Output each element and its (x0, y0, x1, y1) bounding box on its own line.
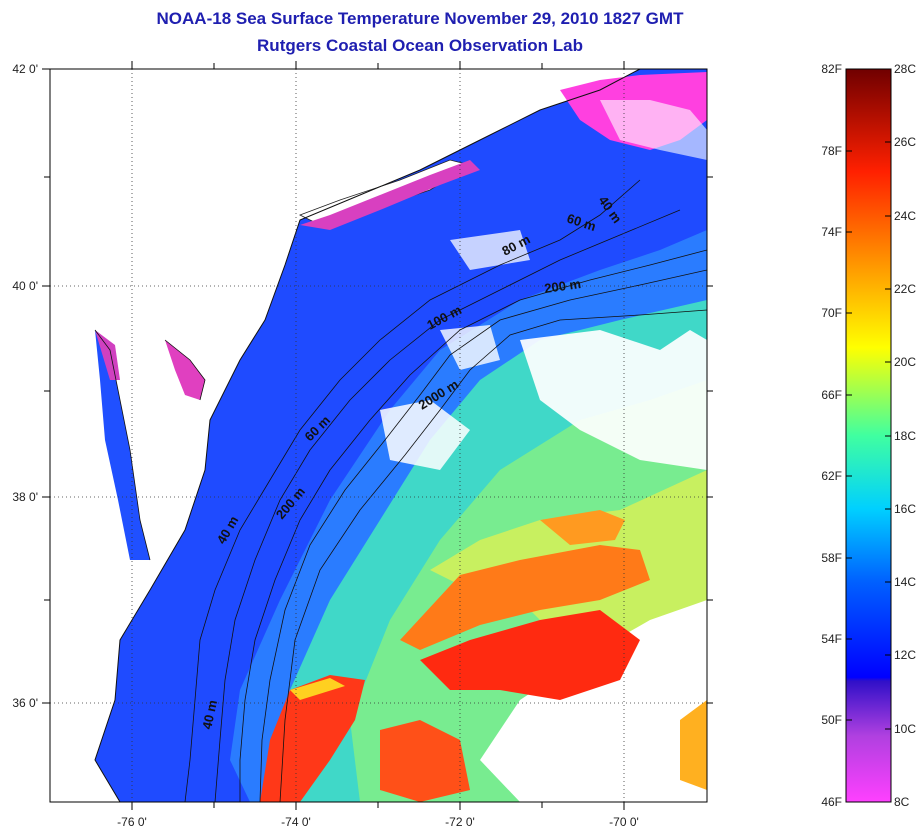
colorbar-c-labels: 28C 26C 24C 22C 20C 18C 16C 14C 12C 10C … (894, 62, 916, 809)
colorbar-f-labels: 82F 78F 74F 70F 66F 62F 58F 54F 50F 46F (821, 62, 842, 809)
sst-image (50, 69, 707, 802)
colorbar-f-label: 50F (821, 713, 842, 727)
lon-label: -74 0' (281, 815, 311, 829)
colorbar (845, 68, 892, 803)
colorbar-c-ticks (885, 141, 891, 730)
colorbar-c-label: 28C (894, 62, 916, 76)
colorbar-c-label: 26C (894, 135, 916, 149)
colorbar-c-label: 16C (894, 502, 916, 516)
lon-label: -76 0' (117, 815, 147, 829)
depth-label: 200 m (543, 276, 582, 296)
map-subtitle: Rutgers Coastal Ocean Observation Lab (257, 36, 583, 55)
lon-label: -70 0' (609, 815, 639, 829)
tick-marks (42, 61, 713, 810)
colorbar-f-ticks (846, 150, 852, 721)
lon-label: -72 0' (445, 815, 475, 829)
colorbar-c-label: 20C (894, 355, 916, 369)
lat-label: 36 0' (12, 696, 38, 710)
colorbar-c-label: 8C (894, 795, 910, 809)
lat-label: 42 0' (12, 62, 38, 76)
colorbar-c-label: 22C (894, 282, 916, 296)
colorbar-c-label: 12C (894, 648, 916, 662)
colorbar-f-label: 74F (821, 225, 842, 239)
colorbar-f-label: 54F (821, 632, 842, 646)
colorbar-c-label: 18C (894, 429, 916, 443)
colorbar-f-label: 78F (821, 144, 842, 158)
colorbar-f-label: 70F (821, 306, 842, 320)
lat-label: 38 0' (12, 490, 38, 504)
lat-label: 40 0' (12, 279, 38, 293)
colorbar-f-label: 62F (821, 469, 842, 483)
map-title: NOAA-18 Sea Surface Temperature November… (156, 9, 684, 28)
colorbar-f-label: 66F (821, 388, 842, 402)
graticule (50, 69, 707, 802)
colorbar-f-label: 46F (821, 795, 842, 809)
depth-contours (184, 179, 707, 802)
colorbar-c-label: 10C (894, 722, 916, 736)
colorbar-c-label: 24C (894, 209, 916, 223)
depth-label: 40 m (199, 699, 220, 731)
colorbar-f-label: 82F (821, 62, 842, 76)
colorbar-f-label: 58F (821, 551, 842, 565)
colorbar-c-label: 14C (894, 575, 916, 589)
